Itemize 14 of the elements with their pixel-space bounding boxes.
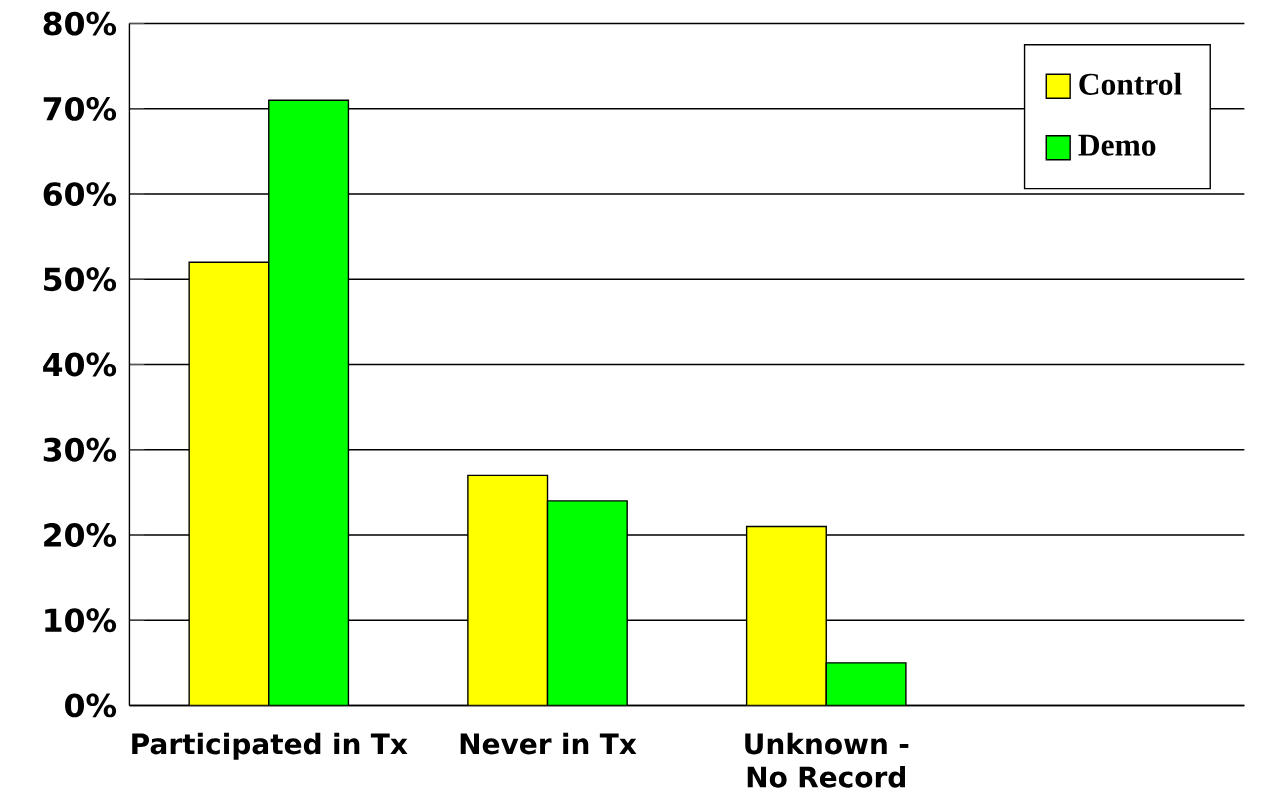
y-tick-label: 20% [44,523,117,547]
y-tick-label: 0% [65,693,117,718]
legend-label: Demo [1078,134,1156,156]
y-tick-label: 10% [45,608,117,633]
y-tick-label: 80% [43,11,117,36]
y-tick-label: 70% [43,96,117,121]
y-tick-label: 60% [43,182,117,206]
legend-label: Control [1079,72,1182,95]
y-tick-label: 50% [44,267,117,292]
x-tick-label: Never in Tx [460,732,637,755]
x-tick-label: Unknown - No Record [745,732,909,788]
x-tick-label: Participated in Tx [132,732,408,760]
y-tick-label: 40% [43,352,117,377]
y-tick-label: 30% [43,437,117,462]
